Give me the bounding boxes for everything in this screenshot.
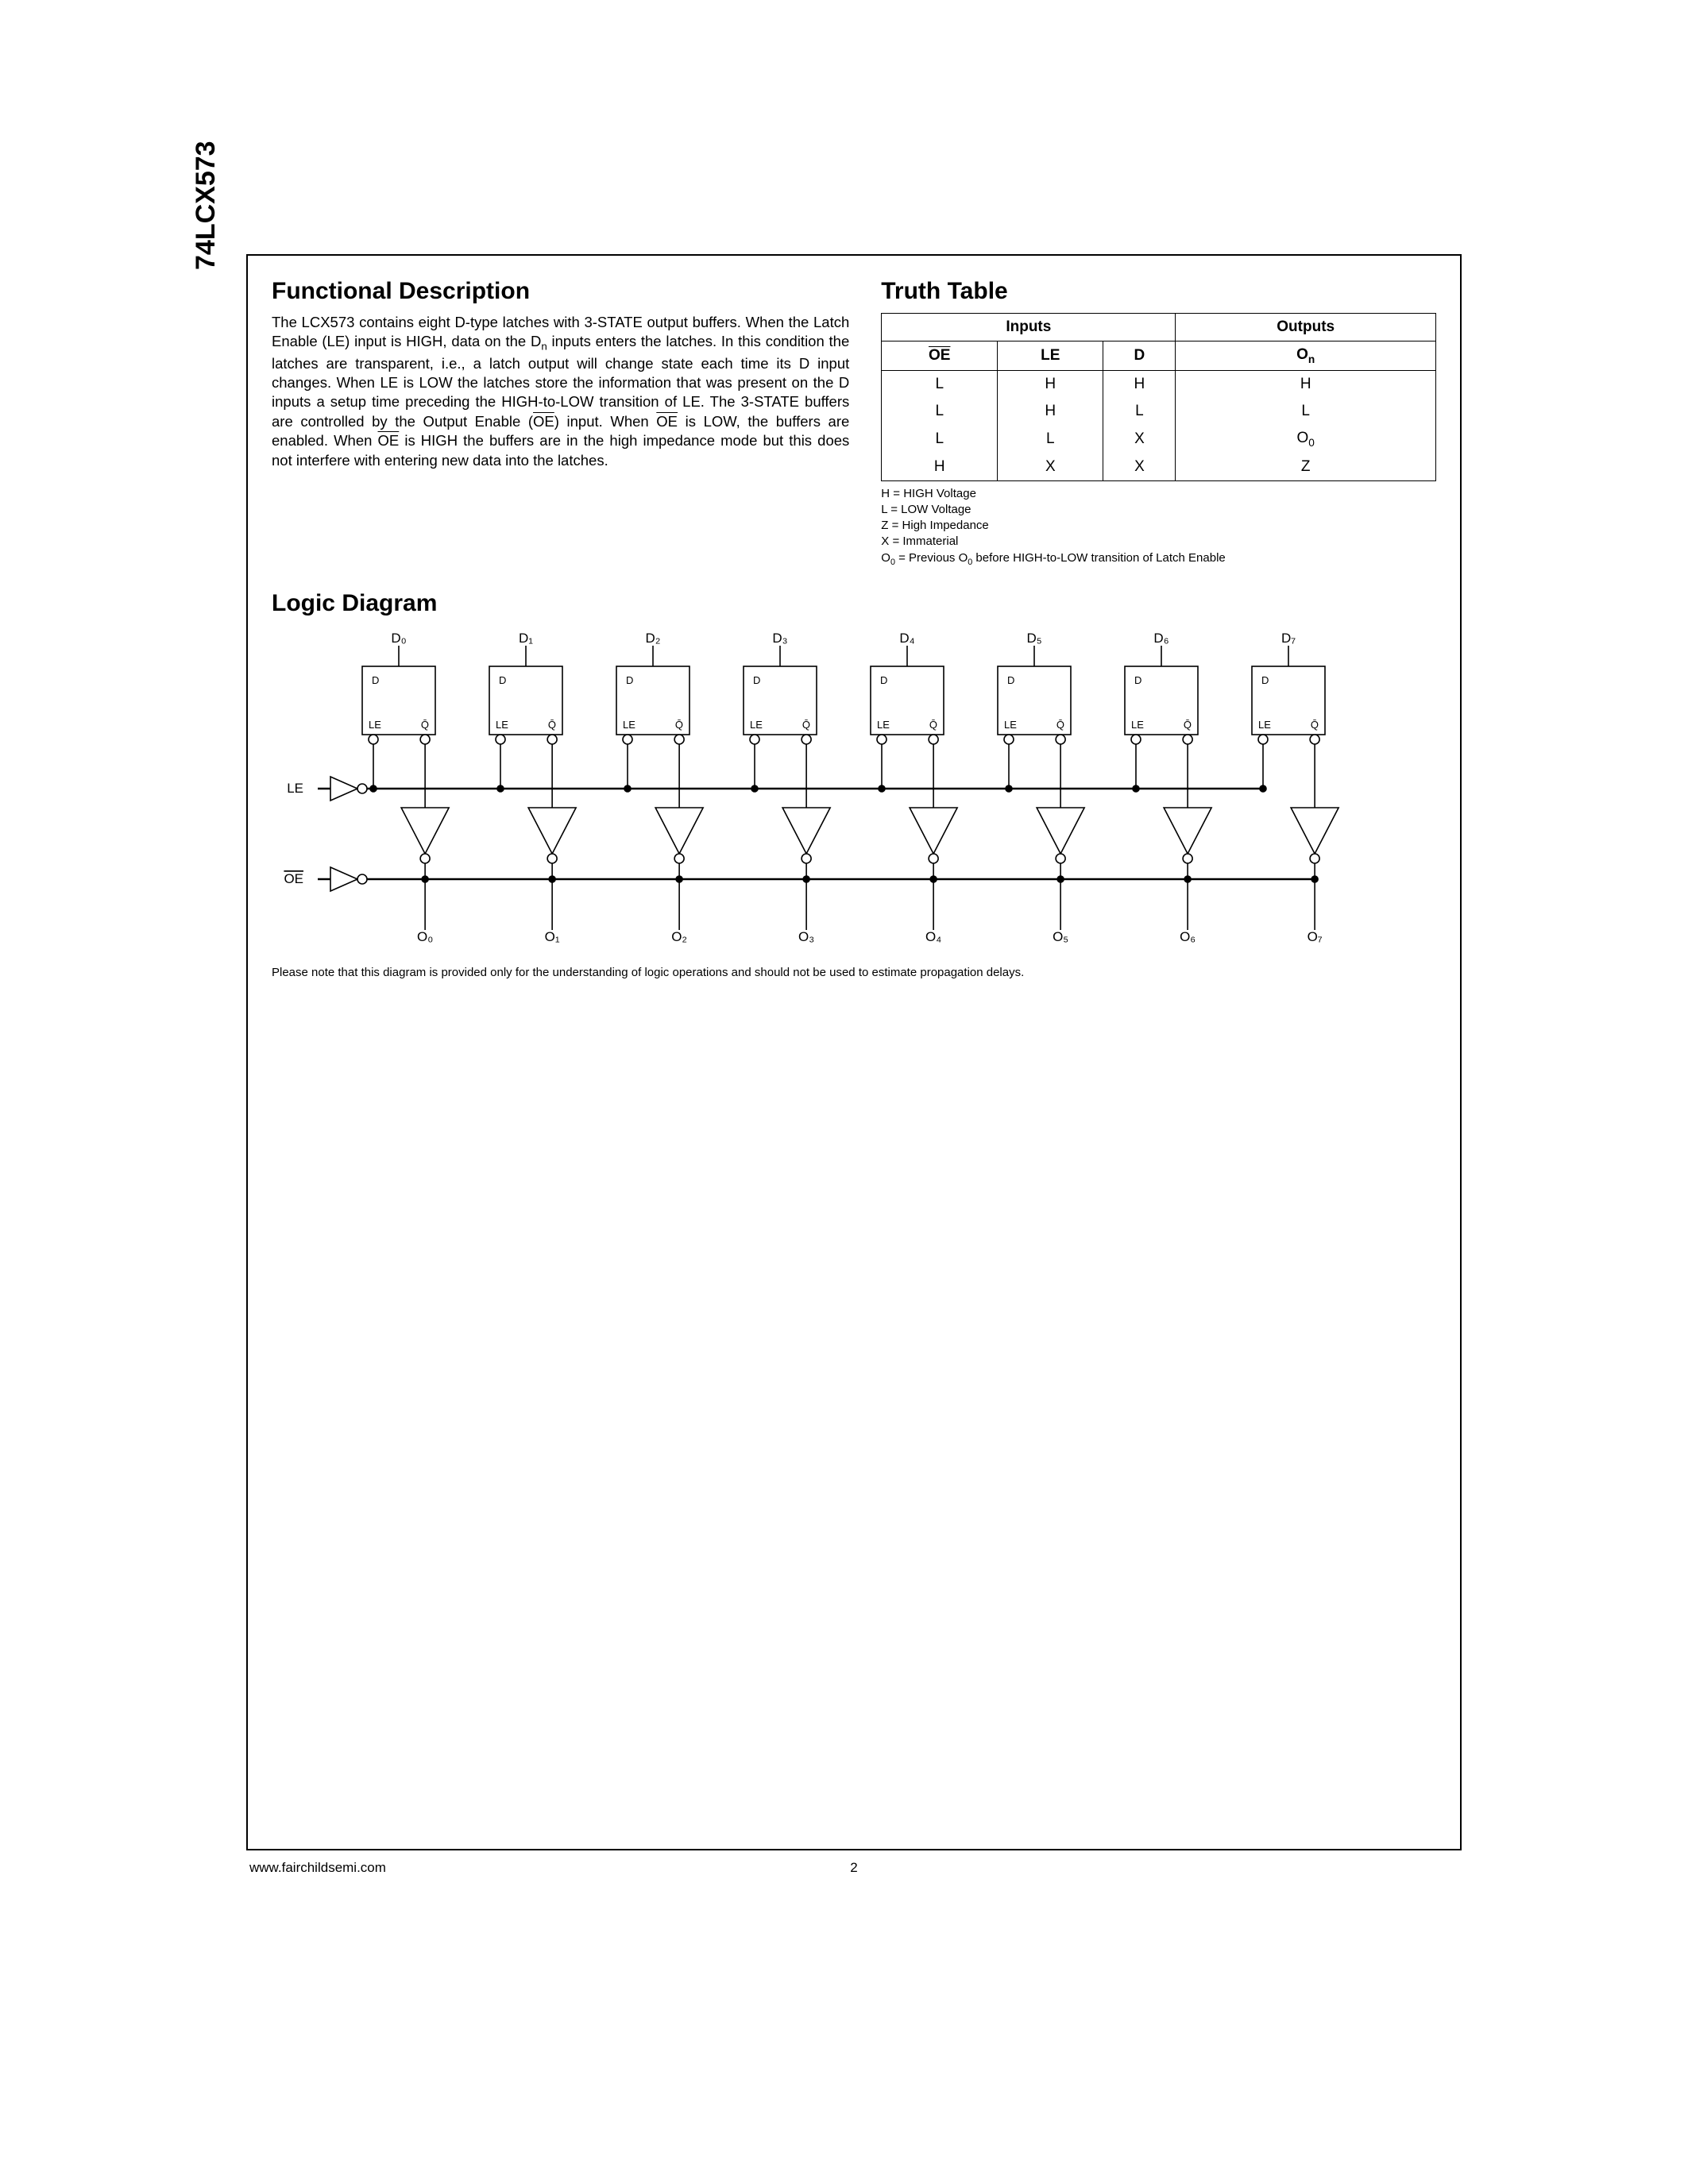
svg-text:OE: OE — [284, 871, 303, 886]
svg-text:D₀: D₀ — [391, 631, 406, 646]
truth-table: InputsOutputsOELEDOnLHHHLHLLLLXO0HXXZ — [881, 313, 1436, 481]
svg-text:D: D — [372, 674, 379, 686]
svg-text:D₁: D₁ — [519, 631, 533, 646]
table-column-header: LE — [998, 341, 1103, 371]
svg-text:D: D — [1007, 674, 1014, 686]
logic-diagram-section: Logic Diagram LEOED₀DLEQ̄O₀D₁DLEQ̄O₁D₂DL… — [272, 590, 1436, 979]
content-frame: Functional Description The LCX573 contai… — [246, 254, 1462, 1850]
functional-description-heading: Functional Description — [272, 278, 849, 305]
svg-text:Q̄: Q̄ — [548, 719, 556, 731]
table-column-header: D — [1103, 341, 1176, 371]
functional-description-text: The LCX573 contains eight D-type latches… — [272, 313, 849, 470]
svg-text:LE: LE — [287, 781, 303, 796]
table-group-header: Inputs — [882, 314, 1176, 341]
table-cell: H — [882, 453, 998, 481]
svg-text:LE: LE — [877, 719, 890, 731]
table-cell: L — [1103, 398, 1176, 425]
svg-text:D₄: D₄ — [899, 631, 914, 646]
table-cell: H — [998, 370, 1103, 398]
table-column-header: OE — [882, 341, 998, 371]
functional-description-column: Functional Description The LCX573 contai… — [272, 278, 849, 568]
table-cell: O0 — [1176, 425, 1436, 453]
table-cell: X — [998, 453, 1103, 481]
truth-table-legend: H = HIGH VoltageL = LOW VoltageZ = High … — [881, 486, 1436, 569]
svg-text:O₀: O₀ — [417, 929, 433, 944]
svg-text:Q̄: Q̄ — [802, 719, 810, 731]
svg-text:D₅: D₅ — [1026, 631, 1041, 646]
table-row: LHLL — [882, 398, 1436, 425]
svg-text:LE: LE — [1258, 719, 1271, 731]
svg-text:LE: LE — [1004, 719, 1017, 731]
svg-text:O₃: O₃ — [798, 929, 814, 944]
table-cell: L — [882, 425, 998, 453]
svg-text:LE: LE — [1131, 719, 1144, 731]
table-cell: Z — [1176, 453, 1436, 481]
svg-text:D: D — [880, 674, 887, 686]
logic-diagram-heading: Logic Diagram — [272, 590, 1436, 617]
svg-text:Q̄: Q̄ — [421, 719, 429, 731]
svg-text:O₅: O₅ — [1053, 929, 1068, 944]
svg-text:D: D — [626, 674, 633, 686]
svg-text:D: D — [753, 674, 760, 686]
table-cell: L — [882, 398, 998, 425]
footer-page-number: 2 — [850, 1860, 857, 1876]
svg-text:D₆: D₆ — [1153, 631, 1168, 646]
truth-table-heading: Truth Table — [881, 278, 1436, 305]
svg-text:D: D — [1134, 674, 1141, 686]
table-cell: H — [998, 398, 1103, 425]
table-row: HXXZ — [882, 453, 1436, 481]
table-cell: X — [1103, 453, 1176, 481]
table-column-header: On — [1176, 341, 1436, 371]
svg-text:O₁: O₁ — [545, 929, 560, 944]
svg-text:LE: LE — [623, 719, 635, 731]
svg-text:D₂: D₂ — [646, 631, 661, 646]
table-cell: X — [1103, 425, 1176, 453]
part-number-side-label: 74LCX573 — [191, 141, 222, 270]
svg-text:Q̄: Q̄ — [1056, 719, 1064, 731]
svg-text:Q̄: Q̄ — [1311, 719, 1319, 731]
svg-text:D: D — [499, 674, 506, 686]
logic-diagram-wrap: LE OE D₀ D LE Q̄ O₀ D₁ D LE Q̄ O₁ D₂ D LE Q̄ O₂ D₃ D LE Q̄ O₃… — [272, 625, 1436, 963]
table-group-header: Outputs — [1176, 314, 1436, 341]
svg-text:O₆: O₆ — [1180, 929, 1196, 944]
truth-table-column: Truth Table InputsOutputsOELEDOnLHHHLHLL… — [881, 278, 1436, 568]
logic-diagram-note: Please note that this diagram is provide… — [272, 966, 1436, 979]
svg-text:D₇: D₇ — [1281, 631, 1296, 646]
svg-text:D: D — [1261, 674, 1269, 686]
table-cell: L — [998, 425, 1103, 453]
page: 74LCX573 Functional Description The LCX5… — [246, 254, 1462, 1914]
svg-text:O₂: O₂ — [671, 929, 687, 944]
svg-text:LE: LE — [496, 719, 508, 731]
table-cell: L — [1176, 398, 1436, 425]
table-row: LLXO0 — [882, 425, 1436, 453]
table-cell: H — [1176, 370, 1436, 398]
svg-text:Q̄: Q̄ — [929, 719, 937, 731]
svg-text:O₄: O₄ — [925, 929, 941, 944]
footer-url: www.fairchildsemi.com — [249, 1860, 386, 1876]
table-cell: L — [882, 370, 998, 398]
svg-text:LE: LE — [750, 719, 763, 731]
logic-diagram: LE OE D₀ D LE Q̄ O₀ D₁ D LE Q̄ O₁ D₂ D LE Q̄ O₂ D₃ D LE Q̄ O₃… — [272, 625, 1431, 959]
svg-text:O₇: O₇ — [1308, 929, 1323, 944]
svg-text:D₃: D₃ — [772, 631, 787, 646]
table-cell: H — [1103, 370, 1176, 398]
svg-text:Q̄: Q̄ — [1184, 719, 1192, 731]
svg-text:LE: LE — [369, 719, 381, 731]
table-row: LHHH — [882, 370, 1436, 398]
svg-text:Q̄: Q̄ — [675, 719, 683, 731]
